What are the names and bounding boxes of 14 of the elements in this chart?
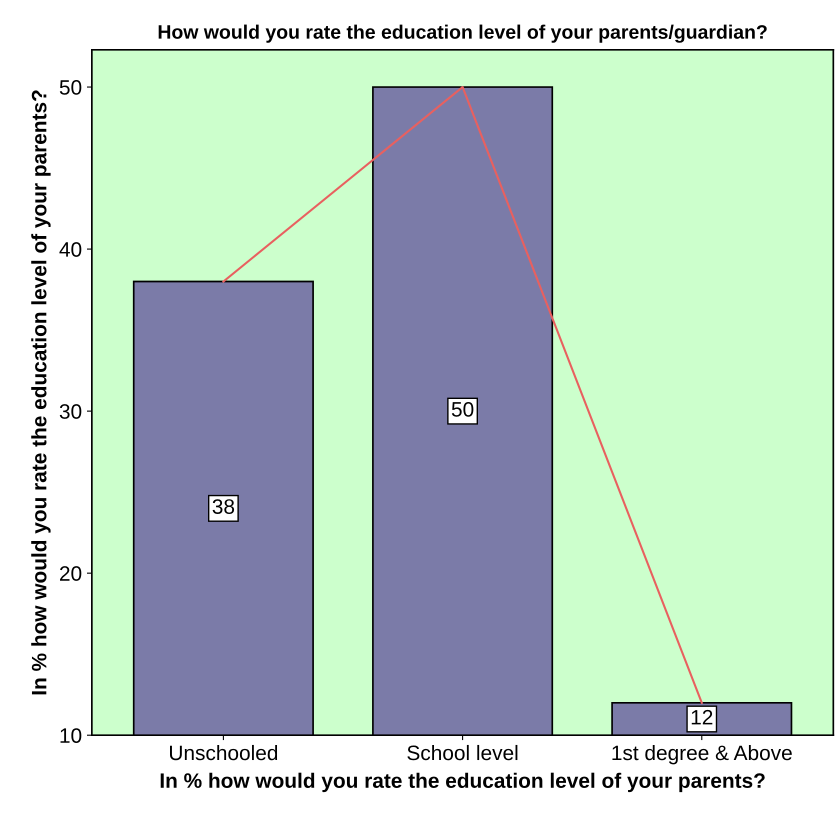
y-tick-label: 20	[60, 566, 82, 581]
x-tick-label: School level	[407, 744, 518, 760]
y-tick-label: 50	[60, 80, 82, 95]
x-axis-title: In % how would you rate the education level of your parents?	[160, 772, 765, 792]
y-axis-title: In % how would you rate the education level of your parents?	[31, 90, 51, 694]
data-label: 12	[692, 710, 712, 724]
y-tick-label: 10	[60, 728, 82, 743]
y-tick-label: 30	[60, 404, 82, 419]
data-label: 38	[212, 499, 234, 514]
x-tick-label: 1st degree & Above	[612, 744, 792, 764]
data-label: 50	[452, 402, 474, 417]
chart-title: How would you rate the education level of your parents/guardian?	[158, 24, 767, 43]
x-tick-label: Unschooled	[170, 744, 278, 760]
y-tick-label: 40	[59, 242, 82, 257]
